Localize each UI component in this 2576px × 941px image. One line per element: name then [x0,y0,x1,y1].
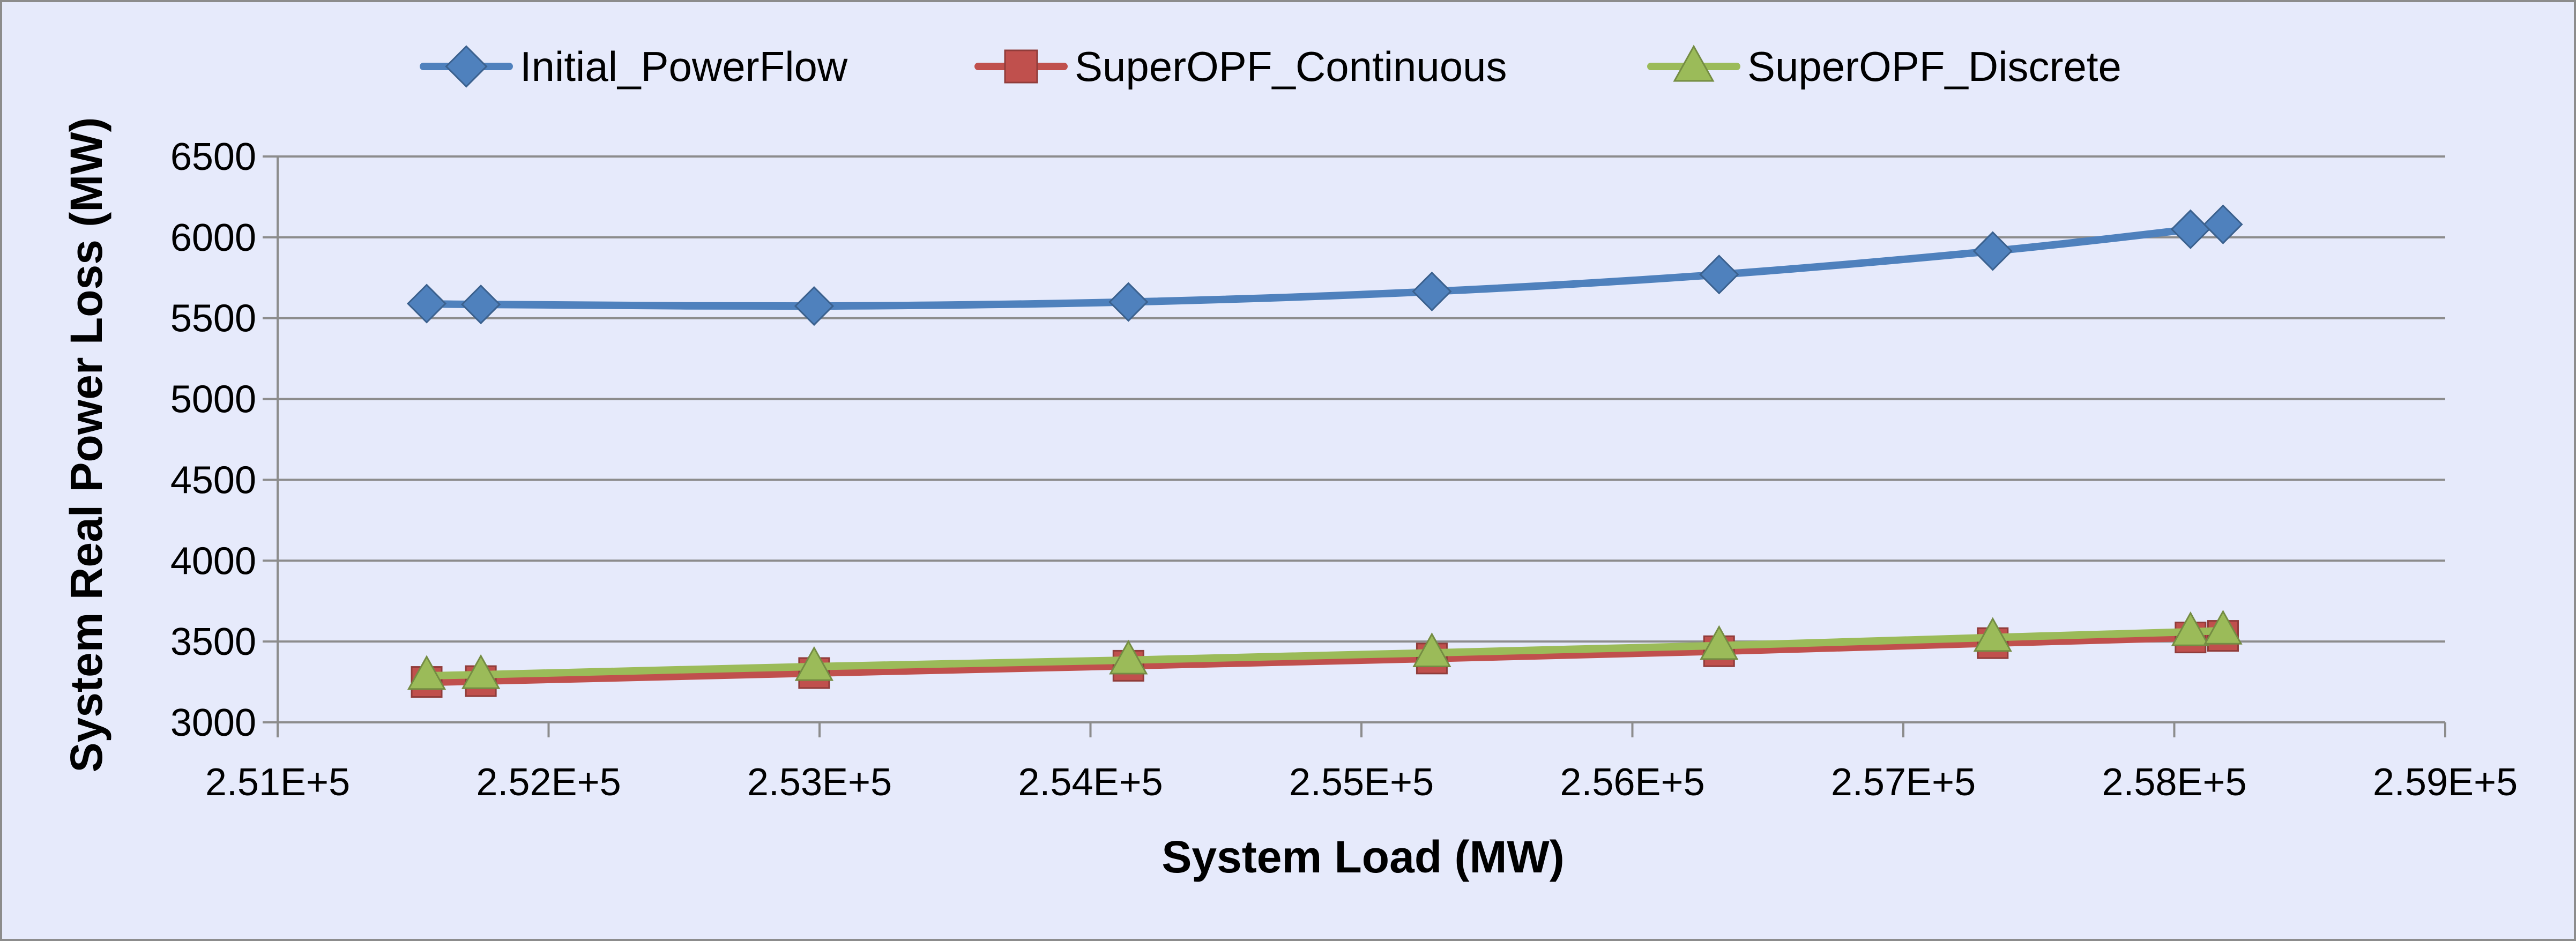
data-point [1108,282,1149,322]
legend-entry: SuperOPF_Discrete [1647,43,2121,90]
data-point [1699,255,1739,295]
series-layer [406,204,2243,698]
y-tick-label: 5000 [170,378,256,421]
x-tick-label: 2.56E+5 [1560,761,1704,804]
x-tick-label: 2.53E+5 [747,761,892,804]
series-initial-powerflow [406,204,2243,326]
data-point [1700,625,1739,660]
axes: 3000 3500 4000 4500 5000 5500 6000 6500 2.51E+5 2… [170,136,2518,804]
x-tick-label: 2.51E+5 [205,761,350,804]
data-point [461,654,501,689]
legend-marker [1673,44,1715,82]
legend-marker [445,45,488,88]
data-point [2171,611,2210,646]
legend-entry: Initial_PowerFlow [420,43,848,90]
data-point [406,283,447,324]
x-tick-label: 2.55E+5 [1289,761,1434,804]
series-line [423,220,2227,310]
data-point [1412,271,1452,312]
data-point [1973,617,2012,652]
y-tick-label: 3500 [170,621,256,663]
data-point [794,646,834,681]
y-axis-title: System Real Power Loss (MW) [61,117,111,773]
legend-entry: SuperOPF_Continuous [974,43,1507,90]
data-point [461,284,501,325]
data-point [2203,204,2243,244]
data-point [407,655,446,690]
legend-marker [1004,49,1038,84]
data-point [794,286,835,326]
x-tick-label: 2.58E+5 [2102,761,2246,804]
data-point [2203,609,2243,645]
data-point [2170,209,2210,249]
y-tick-label: 6500 [170,136,256,178]
y-tick-label: 3000 [170,701,256,744]
y-tick-label: 5500 [170,297,256,340]
y-tick-label: 6000 [170,216,256,259]
x-axis-title: System Load (MW) [1162,832,1564,882]
data-point [1109,639,1148,675]
legend: Initial_PowerFlow SuperOPF_Continuous Supe… [420,43,2121,90]
series-line [423,632,2227,686]
x-tick-label: 2.52E+5 [476,761,621,804]
x-tick-label: 2.59E+5 [2373,761,2518,804]
legend-label: SuperOPF_Continuous [1075,43,1507,90]
series-line [423,626,2227,679]
x-tick-label: 2.57E+5 [1831,761,1976,804]
legend-label: SuperOPF_Discrete [1747,43,2121,90]
y-tick-label: 4000 [170,540,256,582]
x-tick-label: 2.54E+5 [1018,761,1163,804]
data-point [1972,231,2013,271]
legend-label: Initial_PowerFlow [520,43,848,90]
data-point [1412,632,1451,667]
series-superopf-discrete [407,609,2243,690]
y-tick-label: 4500 [170,459,256,502]
